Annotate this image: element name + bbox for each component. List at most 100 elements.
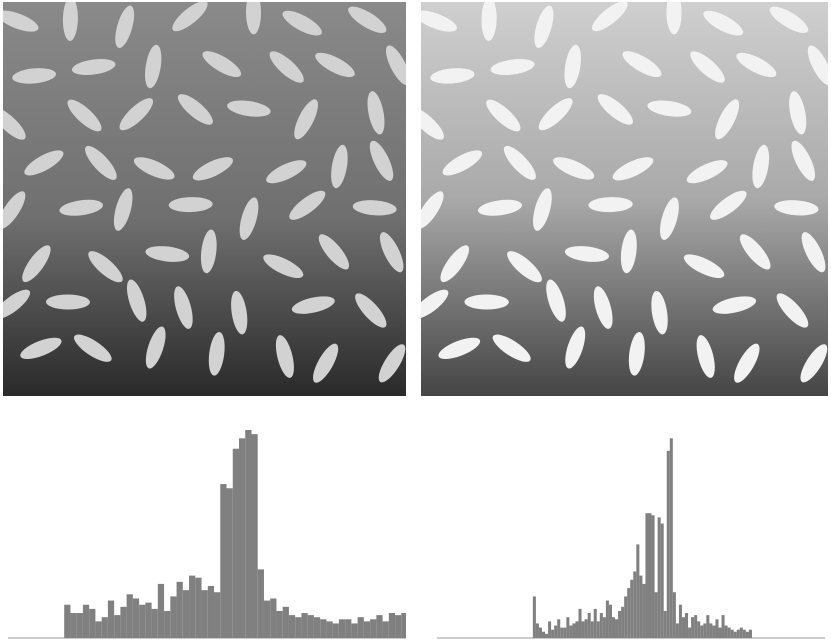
rice-grain bbox=[628, 331, 645, 376]
rice-grain bbox=[3, 191, 26, 229]
histogram-bar bbox=[251, 434, 258, 638]
rice-grain bbox=[791, 140, 816, 181]
rice-grain bbox=[421, 10, 457, 32]
rice-grain bbox=[442, 150, 483, 176]
rice-grain bbox=[46, 294, 90, 310]
rice-grain bbox=[490, 58, 535, 76]
rice-grain bbox=[752, 144, 770, 189]
rice-grain bbox=[712, 296, 757, 314]
rice-grain bbox=[546, 279, 566, 322]
original-histogram bbox=[8, 428, 406, 640]
rice-grain bbox=[538, 98, 573, 131]
rice-grain bbox=[24, 150, 64, 176]
histogram-bar bbox=[593, 608, 597, 638]
rice-grain bbox=[126, 279, 147, 322]
histogram-bar bbox=[157, 583, 165, 638]
histogram-bar bbox=[357, 617, 364, 638]
rice-grain bbox=[177, 94, 213, 125]
histogram-bar bbox=[630, 579, 634, 638]
rice-grain bbox=[263, 254, 304, 279]
rice-grain bbox=[736, 52, 777, 78]
rice-grain bbox=[379, 232, 404, 273]
rice-grain bbox=[227, 100, 271, 117]
rice-grain bbox=[715, 99, 740, 140]
rice-grain bbox=[208, 331, 225, 376]
histogram-bar bbox=[263, 600, 271, 638]
rice-grain bbox=[85, 145, 117, 180]
histogram-bar bbox=[139, 604, 146, 638]
rice-grain bbox=[565, 326, 586, 369]
rice-grain bbox=[801, 232, 826, 273]
histogram-bar bbox=[288, 615, 296, 638]
rice-grain bbox=[533, 188, 552, 231]
histogram-bar bbox=[76, 613, 83, 638]
histogram-bar bbox=[605, 600, 609, 638]
histogram-bar bbox=[363, 621, 371, 638]
histogram-bar bbox=[694, 615, 698, 638]
rice-grain bbox=[266, 160, 307, 184]
rice-grain bbox=[145, 44, 162, 89]
histogram-bar bbox=[648, 513, 652, 638]
histogram-bar bbox=[132, 598, 140, 638]
rice-grain bbox=[564, 44, 581, 89]
histogram-bar bbox=[126, 594, 133, 638]
histogram-bar bbox=[239, 438, 246, 638]
rice-grain bbox=[734, 343, 760, 383]
histogram-bar bbox=[718, 627, 722, 638]
rice-grain bbox=[145, 326, 166, 369]
histogram-bar bbox=[657, 517, 661, 638]
histogram-bar bbox=[660, 523, 664, 638]
histogram-bar bbox=[736, 629, 740, 638]
rice-grain bbox=[481, 2, 497, 41]
rice-grain bbox=[119, 98, 154, 131]
equalized-histogram-plot bbox=[437, 438, 825, 639]
histogram-bar bbox=[639, 575, 643, 638]
histogram-bar bbox=[388, 613, 396, 638]
histogram-bar bbox=[572, 623, 576, 638]
histogram-bar bbox=[189, 575, 196, 638]
rice-grain bbox=[553, 157, 595, 180]
rice-grain bbox=[20, 337, 62, 360]
histogram-bar bbox=[633, 571, 637, 638]
histogram-bar bbox=[706, 615, 710, 638]
rice-grain bbox=[612, 157, 654, 181]
histogram-bar bbox=[627, 588, 631, 638]
histogram-bar bbox=[164, 610, 171, 638]
rice-grain bbox=[245, 2, 262, 35]
rice-grain bbox=[464, 294, 509, 310]
rice-grain bbox=[318, 234, 350, 270]
rice-grain bbox=[534, 5, 554, 49]
histogram-bar bbox=[95, 621, 102, 638]
histogram-bar bbox=[214, 592, 221, 638]
histogram-bar bbox=[645, 513, 649, 638]
rice-grain bbox=[269, 51, 304, 83]
histogram-bar bbox=[681, 617, 686, 638]
histogram-bar bbox=[145, 602, 152, 638]
histogram-bar bbox=[587, 613, 591, 638]
rice-grain bbox=[503, 145, 536, 180]
histogram-bar bbox=[575, 621, 579, 638]
original-rice-image bbox=[3, 2, 406, 396]
histogram-bar bbox=[642, 583, 646, 638]
histogram-bar bbox=[569, 625, 573, 638]
histogram-bar bbox=[590, 621, 594, 638]
histogram-bar bbox=[688, 627, 692, 638]
rice-grain bbox=[202, 51, 242, 78]
rice-grain bbox=[421, 107, 444, 140]
rice-grain bbox=[115, 5, 135, 49]
rice-grain bbox=[683, 254, 725, 279]
histogram-bar bbox=[182, 590, 190, 638]
histogram-bar bbox=[672, 592, 676, 638]
histogram-bar bbox=[201, 590, 208, 638]
histogram-bar bbox=[295, 617, 302, 638]
histogram-bar bbox=[89, 608, 96, 638]
histogram-bar bbox=[697, 621, 701, 638]
rice-grain bbox=[507, 251, 542, 283]
rice-grain bbox=[593, 286, 613, 329]
rice-grain bbox=[686, 160, 728, 184]
rice-grain bbox=[622, 51, 662, 78]
histogram-bar bbox=[566, 617, 570, 638]
histogram-bar bbox=[395, 615, 402, 638]
histogram-bar bbox=[120, 606, 127, 638]
rice-grain bbox=[430, 68, 475, 84]
